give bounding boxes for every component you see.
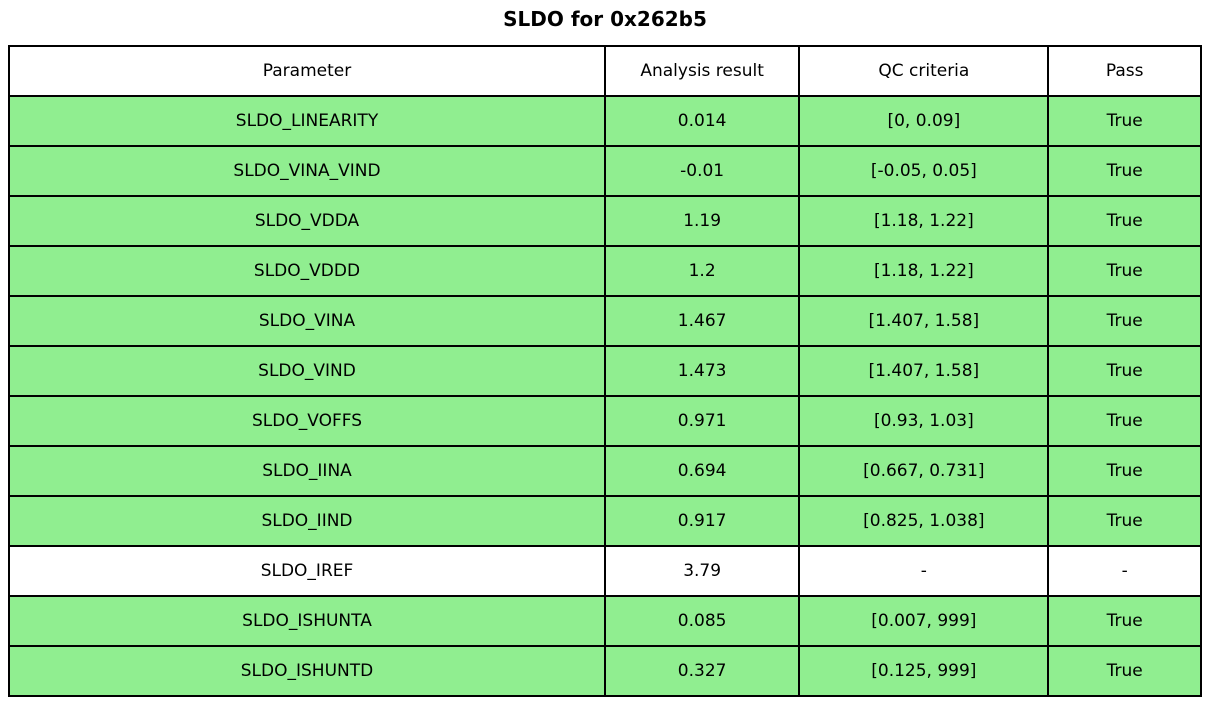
cell-qc-criteria: [-0.05, 0.05] bbox=[798, 145, 1050, 197]
table-row: SLDO_VINA_VIND -0.01 [-0.05, 0.05] True bbox=[8, 145, 1202, 197]
qc-results-table: Parameter Analysis result QC criteria Pa… bbox=[8, 45, 1202, 697]
cell-pass: - bbox=[1047, 545, 1202, 597]
cell-analysis-result: 0.917 bbox=[603, 495, 801, 547]
col-header-qc-criteria: QC criteria bbox=[798, 45, 1050, 97]
cell-qc-criteria: [1.407, 1.58] bbox=[798, 295, 1050, 347]
table-row: SLDO_VDDA 1.19 [1.18, 1.22] True bbox=[8, 195, 1202, 247]
cell-qc-criteria: [1.18, 1.22] bbox=[798, 195, 1050, 247]
cell-parameter: SLDO_VINA_VIND bbox=[8, 145, 606, 197]
cell-analysis-result: -0.01 bbox=[603, 145, 801, 197]
cell-parameter: SLDO_ISHUNTA bbox=[8, 595, 606, 647]
cell-analysis-result: 1.2 bbox=[603, 245, 801, 297]
cell-qc-criteria: [0.125, 999] bbox=[798, 645, 1050, 697]
cell-qc-criteria: [0.007, 999] bbox=[798, 595, 1050, 647]
cell-qc-criteria: [1.407, 1.58] bbox=[798, 345, 1050, 397]
cell-pass: True bbox=[1047, 245, 1202, 297]
cell-qc-criteria: [0.93, 1.03] bbox=[798, 395, 1050, 447]
cell-pass: True bbox=[1047, 95, 1202, 147]
table-header-row: Parameter Analysis result QC criteria Pa… bbox=[8, 45, 1202, 97]
cell-analysis-result: 1.473 bbox=[603, 345, 801, 397]
cell-parameter: SLDO_VDDA bbox=[8, 195, 606, 247]
table-row: SLDO_ISHUNTD 0.327 [0.125, 999] True bbox=[8, 645, 1202, 697]
table-row: SLDO_VINA 1.467 [1.407, 1.58] True bbox=[8, 295, 1202, 347]
cell-parameter: SLDO_IINA bbox=[8, 445, 606, 497]
cell-pass: True bbox=[1047, 445, 1202, 497]
cell-pass: True bbox=[1047, 345, 1202, 397]
cell-pass: True bbox=[1047, 395, 1202, 447]
cell-parameter: SLDO_ISHUNTD bbox=[8, 645, 606, 697]
cell-analysis-result: 0.971 bbox=[603, 395, 801, 447]
cell-analysis-result: 0.327 bbox=[603, 645, 801, 697]
cell-analysis-result: 3.79 bbox=[603, 545, 801, 597]
page-title: SLDO for 0x262b5 bbox=[503, 7, 707, 31]
cell-analysis-result: 1.19 bbox=[603, 195, 801, 247]
cell-parameter: SLDO_VIND bbox=[8, 345, 606, 397]
table-row: SLDO_VOFFS 0.971 [0.93, 1.03] True bbox=[8, 395, 1202, 447]
table-row: SLDO_VDDD 1.2 [1.18, 1.22] True bbox=[8, 245, 1202, 297]
col-header-parameter: Parameter bbox=[8, 45, 606, 97]
cell-analysis-result: 1.467 bbox=[603, 295, 801, 347]
cell-qc-criteria: [0.825, 1.038] bbox=[798, 495, 1050, 547]
cell-qc-criteria: - bbox=[798, 545, 1050, 597]
cell-parameter: SLDO_LINEARITY bbox=[8, 95, 606, 147]
cell-pass: True bbox=[1047, 295, 1202, 347]
cell-qc-criteria: [1.18, 1.22] bbox=[798, 245, 1050, 297]
cell-pass: True bbox=[1047, 195, 1202, 247]
col-header-pass: Pass bbox=[1047, 45, 1202, 97]
cell-pass: True bbox=[1047, 495, 1202, 547]
cell-parameter: SLDO_VOFFS bbox=[8, 395, 606, 447]
cell-parameter: SLDO_IREF bbox=[8, 545, 606, 597]
cell-parameter: SLDO_IIND bbox=[8, 495, 606, 547]
cell-analysis-result: 0.014 bbox=[603, 95, 801, 147]
cell-parameter: SLDO_VINA bbox=[8, 295, 606, 347]
cell-pass: True bbox=[1047, 595, 1202, 647]
table-row: SLDO_ISHUNTA 0.085 [0.007, 999] True bbox=[8, 595, 1202, 647]
cell-analysis-result: 0.085 bbox=[603, 595, 801, 647]
cell-pass: True bbox=[1047, 145, 1202, 197]
cell-parameter: SLDO_VDDD bbox=[8, 245, 606, 297]
col-header-analysis-result: Analysis result bbox=[603, 45, 801, 97]
table-row: SLDO_IREF 3.79 - - bbox=[8, 545, 1202, 597]
cell-pass: True bbox=[1047, 645, 1202, 697]
table-row: SLDO_IIND 0.917 [0.825, 1.038] True bbox=[8, 495, 1202, 547]
table-row: SLDO_IINA 0.694 [0.667, 0.731] True bbox=[8, 445, 1202, 497]
cell-analysis-result: 0.694 bbox=[603, 445, 801, 497]
cell-qc-criteria: [0, 0.09] bbox=[798, 95, 1050, 147]
table-row: SLDO_VIND 1.473 [1.407, 1.58] True bbox=[8, 345, 1202, 397]
table-row: SLDO_LINEARITY 0.014 [0, 0.09] True bbox=[8, 95, 1202, 147]
cell-qc-criteria: [0.667, 0.731] bbox=[798, 445, 1050, 497]
